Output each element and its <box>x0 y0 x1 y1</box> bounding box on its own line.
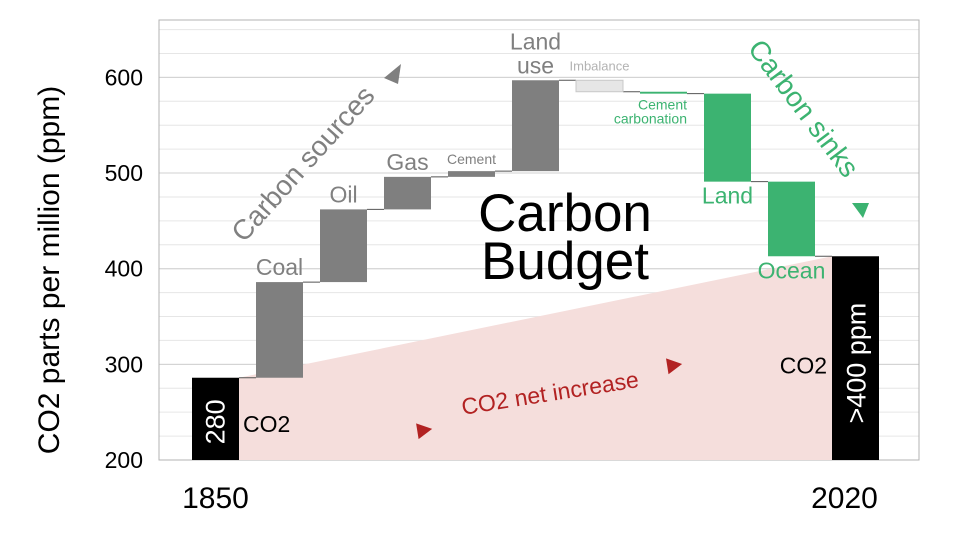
bar-label: carbonation <box>614 111 687 127</box>
bar <box>640 91 687 94</box>
bar-sub-label: CO2 <box>243 411 290 437</box>
bar-value-label: 280 <box>201 399 231 444</box>
bar <box>320 209 367 283</box>
carbon-sinks-text: Carbon sinks <box>742 34 865 183</box>
bar-label: Coal <box>256 254 303 280</box>
x-tick-label: 2020 <box>811 482 878 515</box>
net-increase-right-arrow-icon <box>666 358 683 375</box>
y-tick-label: 400 <box>105 256 143 282</box>
carbon-sources-annotation: Carbon sources <box>225 64 401 247</box>
bar <box>256 282 303 378</box>
y-tick-label: 500 <box>105 160 143 186</box>
y-tick-label: 200 <box>105 447 143 473</box>
y-axis-label: CO2 parts per million (ppm) <box>33 86 66 454</box>
y-tick-label: 300 <box>105 351 143 377</box>
bar <box>192 377 239 460</box>
bar <box>448 171 495 177</box>
bar <box>832 256 879 460</box>
chart-title-line-2: Budget <box>481 232 649 291</box>
bar-label: Land <box>510 28 561 54</box>
bar <box>384 176 431 210</box>
bar <box>512 80 559 172</box>
x-tick-label: 1850 <box>182 482 249 515</box>
bar <box>768 181 815 257</box>
bars <box>192 79 879 460</box>
bar <box>704 93 751 182</box>
chart-title-line-1: Carbon <box>478 184 652 243</box>
step-connectors <box>239 79 832 379</box>
y-axis-ticks: 200 300 400 500 600 <box>105 64 143 473</box>
x-axis-ticks: 1850 2020 <box>182 482 878 515</box>
net-increase-area <box>239 256 832 460</box>
bar-label: Oil <box>329 181 357 207</box>
bar-label: Cement <box>638 97 687 113</box>
bar-label: Ocean <box>758 257 826 283</box>
bar-label: Cement <box>447 151 496 167</box>
carbon-sources-arrow-icon <box>384 64 401 84</box>
y-tick-label: 600 <box>105 64 143 90</box>
bar-label: Gas <box>386 149 428 175</box>
bar <box>575 79 624 93</box>
bar-label: Imbalance <box>570 58 630 73</box>
net-increase-left-arrow-icon <box>416 423 433 440</box>
bar-label: Land <box>702 183 753 209</box>
carbon-sinks-arrow-icon <box>852 203 869 218</box>
bar-sub-label: CO2 <box>780 352 827 378</box>
bar-value-label: >400 ppm <box>842 303 872 424</box>
bar-label: use <box>517 52 554 78</box>
